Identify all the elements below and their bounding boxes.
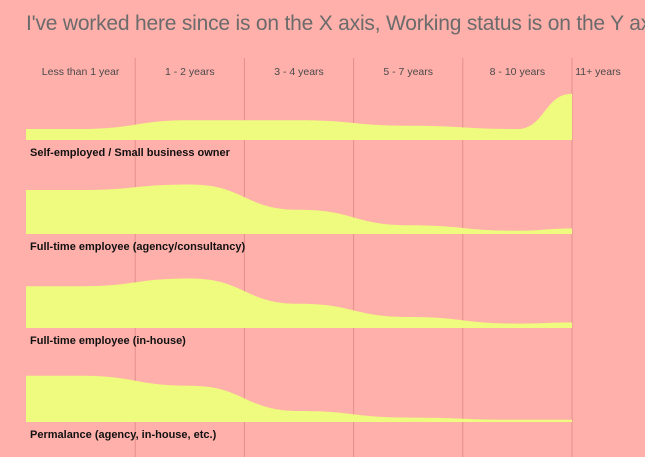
x-tick-label: 8 - 10 years bbox=[490, 66, 545, 78]
x-tick-label: 1 - 2 years bbox=[165, 66, 215, 78]
series-label: Full-time employee (in-house) bbox=[30, 335, 186, 347]
x-tick-label: 11+ years bbox=[575, 66, 621, 78]
area-series-3 bbox=[26, 278, 572, 328]
area-series-1 bbox=[26, 93, 572, 140]
x-tick-label: Less than 1 year bbox=[42, 66, 120, 78]
area-series-4 bbox=[26, 375, 572, 422]
series-label: Full-time employee (agency/consultancy) bbox=[30, 241, 246, 253]
x-tick-label: 5 - 7 years bbox=[383, 66, 433, 78]
area-series-2 bbox=[26, 184, 572, 234]
series-label: Permalance (agency, in-house, etc.) bbox=[30, 429, 217, 441]
x-tick-label: 3 - 4 years bbox=[274, 66, 324, 78]
series-label: Self-employed / Small business owner bbox=[30, 147, 231, 159]
chart-title: I've worked here since is on the X axis,… bbox=[26, 12, 645, 35]
